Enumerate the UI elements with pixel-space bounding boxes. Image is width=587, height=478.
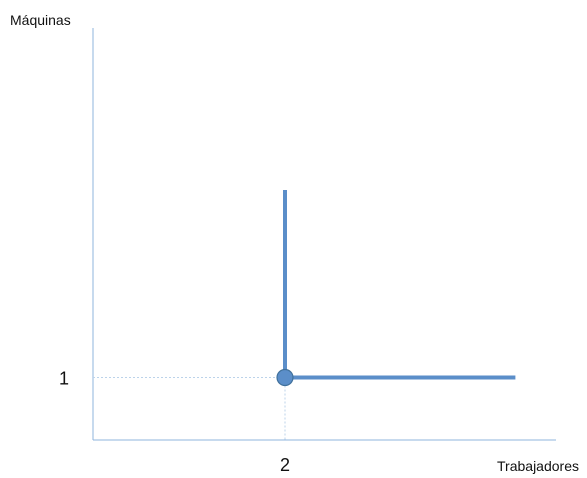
plot-area bbox=[92, 28, 556, 441]
x-tick-label-0: 2 bbox=[280, 455, 290, 475]
tick-labels: 21 bbox=[59, 369, 290, 476]
x-axis-label: Trabajadores bbox=[497, 458, 579, 474]
data-point-marker bbox=[276, 368, 294, 387]
y-axis-label: Máquinas bbox=[10, 12, 71, 28]
isoquant-line bbox=[283, 190, 516, 380]
y-tick-label-0: 1 bbox=[59, 369, 69, 389]
